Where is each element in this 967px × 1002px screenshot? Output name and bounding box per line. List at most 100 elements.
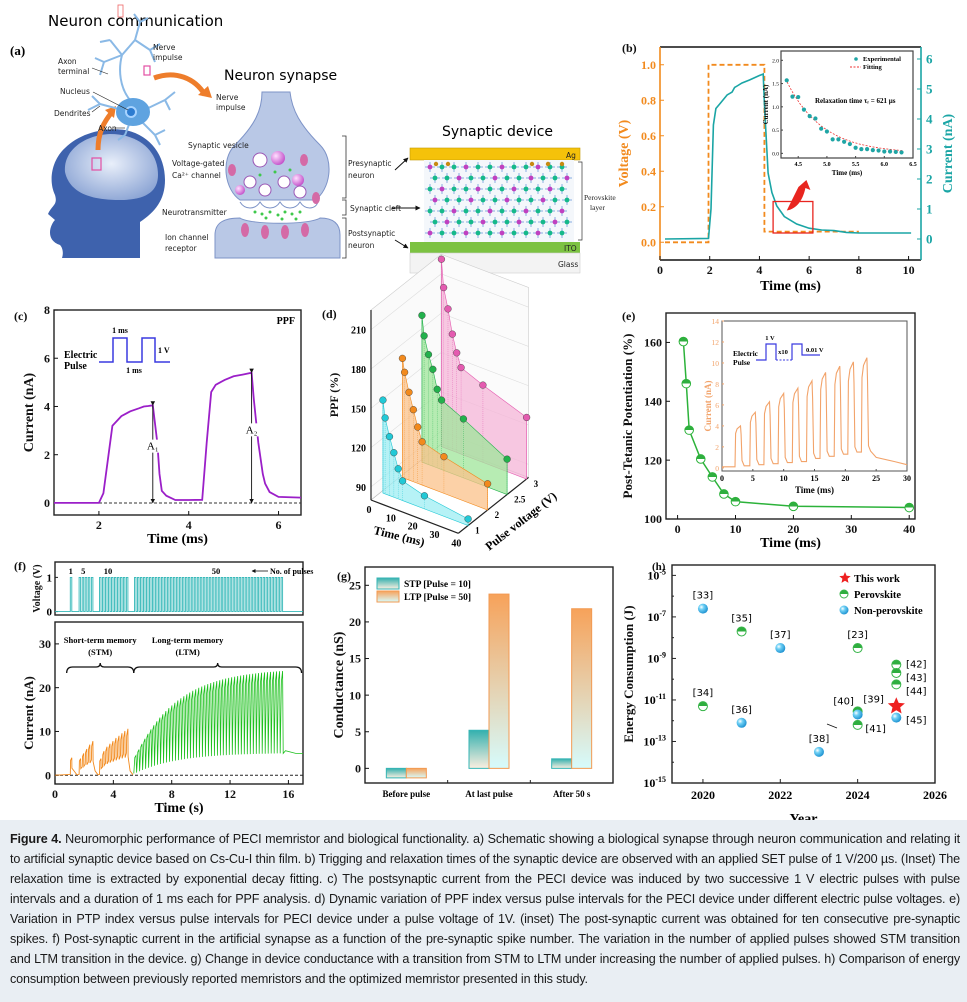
inset-y-tick-label: 12 <box>712 338 720 347</box>
h-y-tick-exponent: -13 <box>655 733 666 742</box>
ito-electrode <box>410 242 580 253</box>
g-y-tick-label: 5 <box>355 725 361 739</box>
inset-y-tick-label: 1.5 <box>772 82 779 88</box>
ppf-point <box>437 255 446 263</box>
stm-current-line <box>54 728 134 776</box>
b-y-right-tick-label: 4 <box>926 112 933 127</box>
lattice-atom <box>559 230 565 236</box>
inset-electric-label: Electric <box>733 349 759 358</box>
f-bottom-y-tick-label: 30 <box>39 637 51 651</box>
e-x-tick-label: 30 <box>845 522 857 536</box>
panel-b-chart: 0 2 4 6 8 10 0.0 0.2 0.4 0.6 0.8 1.0 0 1 2 3 4 5 6 (b) Time … <box>617 41 956 294</box>
axes-frame <box>665 312 916 520</box>
ppf-point <box>457 364 465 372</box>
x-axis <box>370 499 459 534</box>
inset-x-tick-label: 15 <box>811 474 819 483</box>
pulse-gap-label: 1 ms <box>126 366 142 375</box>
z-tick-label: 210 <box>351 326 366 337</box>
lattice-atom <box>451 208 457 214</box>
lattice-atom <box>504 175 510 181</box>
lattice-atom <box>427 230 433 236</box>
pulse-count-label: 1 <box>69 566 73 576</box>
ppf-point <box>437 396 446 404</box>
lattice-atom <box>468 219 474 225</box>
inset-x-tick-label: 25 <box>872 474 880 483</box>
f-top-y-tick-label: 1 <box>47 572 53 584</box>
f-top-y-tick-label: 0 <box>47 607 53 619</box>
inset-x-tick-label: 20 <box>841 474 849 483</box>
lattice-atom <box>475 208 481 214</box>
reference-label: [42] <box>906 660 927 671</box>
ppf-point <box>390 449 398 457</box>
ppf-point <box>405 388 413 396</box>
bar-ltp-2 <box>571 608 593 769</box>
experimental-point <box>790 94 795 99</box>
lattice-atom <box>456 197 462 203</box>
lattice-atom <box>463 164 469 170</box>
h-x-tick-label: 2020 <box>691 788 715 802</box>
panel-g-label: (g) <box>337 569 351 583</box>
synapse-label-presynaptic-1: Presynaptic <box>348 159 392 168</box>
c-y-axis-title: Current (nA) <box>22 372 37 452</box>
synapse-label-presynaptic-2: neuron <box>348 171 375 180</box>
pulse-amplitude-label: 1 V <box>158 346 170 355</box>
h-y-axis-title: Energy Consumption (J) <box>621 605 636 742</box>
inset-y-tick-label: 4 <box>715 422 719 431</box>
lattice-atom <box>499 186 505 192</box>
axes-frame <box>53 309 302 516</box>
axes-frame <box>54 621 304 785</box>
inset-x-tick-label: 6.5 <box>909 162 917 168</box>
ppf-point <box>448 330 456 338</box>
inset-y-tick-label: 6 <box>715 401 719 410</box>
b-y-left-axis-title: Voltage (V) <box>617 119 632 187</box>
bar-stp-2 <box>551 758 573 769</box>
lattice-atom <box>444 197 450 203</box>
x-tick-label: 30 <box>430 530 440 541</box>
pulse-count-label: 50 <box>212 566 221 576</box>
e-y-tick-label: 160 <box>644 336 662 350</box>
lattice-atom <box>439 208 445 214</box>
f-x-axis-title: Time (s) <box>154 801 203 816</box>
lattice-atom <box>516 175 522 181</box>
h-x-tick-label: 2022 <box>768 788 792 802</box>
legend-label-1: Perovskite <box>854 590 901 601</box>
ppf-point <box>444 305 452 313</box>
h-y-tick-label: 10-11 <box>644 692 666 707</box>
ptp-point <box>678 336 689 347</box>
panel-a: (a) Neuron communication Nerve impulse A… <box>10 4 616 274</box>
lattice-atom <box>528 219 534 225</box>
lattice-atom <box>547 208 553 214</box>
ppf-point <box>414 423 422 431</box>
ppf-point <box>479 381 487 389</box>
ppf-point <box>398 354 407 362</box>
b-y-left-tick-label: 0.8 <box>641 93 656 107</box>
label-nucleus: Nucleus <box>60 87 90 96</box>
ppf-point <box>459 415 468 423</box>
e-y-axis-title: Post-Tetanic Potentiation (%) <box>620 334 635 499</box>
lattice-atom <box>499 230 505 236</box>
lattice-atom <box>528 175 534 181</box>
lattice-atom <box>528 197 534 203</box>
voltage-pulse-train <box>55 576 303 613</box>
lattice-atom <box>475 230 481 236</box>
inset-x-tick-label: 6.0 <box>881 162 889 168</box>
amplitude-label-bg <box>243 423 260 437</box>
h-y-tick-exponent: -11 <box>656 692 666 701</box>
inset-electric-label: Electric <box>64 350 98 361</box>
axes-frame <box>364 566 614 784</box>
lattice-atom <box>451 164 457 170</box>
lattice-atom <box>492 197 498 203</box>
ppf-point <box>523 413 531 422</box>
lattice-atom <box>511 230 517 236</box>
bar-ltp-1 <box>488 593 510 769</box>
lattice-atom <box>480 197 486 203</box>
perovskite-point <box>891 679 902 690</box>
x-tick-label: 40 <box>451 538 461 549</box>
non-perovskite-point <box>697 603 708 614</box>
e-x-tick-label: 20 <box>787 522 799 536</box>
amplitude-label-2: A₂ <box>246 424 258 436</box>
lattice-atom <box>535 230 541 236</box>
brain-icon <box>64 134 158 200</box>
human-head-illustration <box>48 106 165 258</box>
legend-label-experimental: Experimental <box>863 56 901 63</box>
